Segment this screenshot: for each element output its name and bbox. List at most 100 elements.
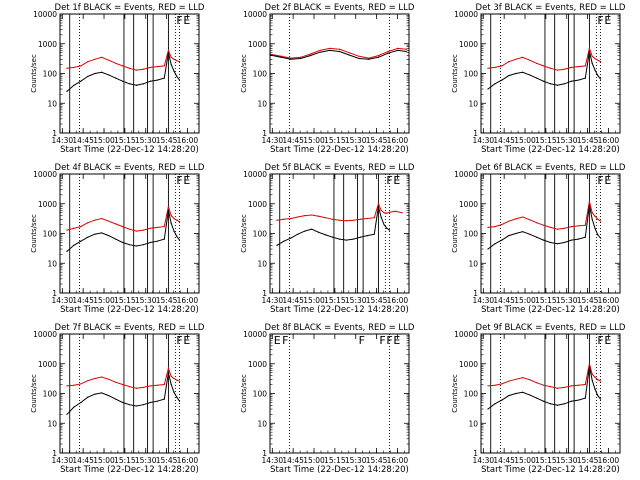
x-tick-label: 15:00 [93, 136, 115, 145]
x-tick-label: 14:45 [282, 296, 304, 305]
rate-data-point [599, 61, 602, 63]
rate-data-point [594, 388, 596, 390]
rate-data-point [135, 245, 138, 247]
y-tick-label: 1000 [38, 360, 57, 369]
rate-data-point [501, 399, 503, 401]
x-tick-label: 15:00 [303, 296, 325, 305]
rate-data-point [290, 237, 292, 239]
y-axis-label: Counts/sec [240, 374, 248, 413]
x-tick-label: 14:30 [52, 136, 74, 145]
rate-data-point [563, 403, 566, 405]
rate-data-point [536, 62, 538, 64]
rate-data-point [386, 227, 388, 229]
rate-data-point [304, 230, 306, 232]
rate-data-point [542, 384, 545, 386]
rate-data-point [536, 222, 538, 224]
rate-data-point [522, 216, 524, 218]
rate-data-point [549, 386, 552, 388]
y-tick-label: 100 [464, 230, 479, 239]
rate-data-point [556, 243, 559, 245]
x-tick-label: 16:00 [598, 136, 620, 145]
y-axis-label: Counts/sec [451, 54, 459, 93]
rate-data-point [487, 248, 489, 250]
rate-data-point [501, 65, 503, 67]
rate-data-point [588, 200, 591, 202]
rate-data-point [368, 57, 370, 59]
rate-data-point [319, 49, 321, 51]
rate-data-point [591, 212, 593, 214]
rate-data-point [101, 217, 103, 220]
rate-data-point [149, 227, 151, 229]
rate-data-point [549, 83, 552, 85]
rate-data-point [121, 80, 124, 82]
rate-data-point [594, 57, 596, 60]
rate-data-point [128, 386, 131, 388]
rate-data-point [318, 215, 320, 217]
rate-data-point [577, 399, 579, 401]
rate-data-point [170, 56, 172, 58]
rate-data-point [577, 384, 579, 386]
rate-data-point [529, 219, 531, 221]
rate-data-point [366, 234, 368, 237]
y-axis-label: Counts/sec [30, 374, 38, 413]
x-tick-label: 16:00 [387, 136, 409, 145]
rate-data-point [588, 204, 591, 206]
rate-data-point [128, 228, 131, 230]
rate-data-point [494, 226, 496, 228]
rate-data-point [156, 79, 158, 81]
rate-data-point [501, 79, 503, 81]
y-tick-label: 10000 [454, 10, 478, 19]
y-tick-label: 1000 [248, 200, 267, 209]
y-tick-label: 1 [473, 449, 478, 458]
y-tick-label: 10000 [243, 170, 267, 179]
x-tick-label: 15:45 [577, 136, 599, 145]
y-tick-label: 100 [464, 70, 479, 79]
x-tick-label: 15:30 [135, 456, 157, 465]
attenuator-flag: F [359, 334, 365, 347]
rate-data-point [594, 227, 596, 229]
attenuator-flag: E [183, 174, 190, 187]
x-tick-label: 15:00 [514, 296, 536, 305]
rate-data-point [570, 385, 572, 387]
rate-data-point [87, 380, 89, 382]
x-tick-label: 15:15 [535, 136, 557, 145]
rate-data-point [501, 383, 503, 385]
y-tick-label: 100 [43, 70, 58, 79]
rate-data-point [599, 398, 602, 400]
rate-data-point [297, 216, 299, 218]
rate-data-point [173, 217, 175, 220]
x-axis-label: Start Time (22-Dec-12 14:28:20) [270, 145, 409, 155]
rate-data-point [121, 383, 124, 386]
y-tick-label: 10 [257, 419, 267, 428]
event-rate-line [66, 52, 180, 92]
attenuator-flag: F [597, 334, 603, 347]
y-tick-label: 10000 [33, 170, 57, 179]
rate-data-point [149, 401, 151, 404]
rate-data-point [529, 379, 531, 381]
x-axis-label: Start Time (22-Dec-12 14:28:20) [481, 305, 620, 315]
rate-data-point [94, 72, 96, 75]
lld-rate-line [66, 366, 180, 389]
rate-data-point [383, 223, 385, 226]
rate-data-point [487, 408, 489, 410]
rate-data-point [377, 54, 380, 57]
rate-data-point [170, 375, 172, 377]
detector-panel: Det 1f BLACK = Events, RED = LLD 1 10 100 10… [30, 3, 205, 155]
rate-data-point [311, 228, 313, 230]
rate-data-point [383, 212, 385, 214]
x-tick-label: 16:00 [177, 296, 199, 305]
detector-panel: Det 8f BLACK = Events, RED = LLD 1 10 100 10… [240, 323, 415, 475]
rate-data-point [597, 74, 599, 77]
x-tick-label: 15:45 [366, 456, 388, 465]
rate-data-point [522, 391, 524, 393]
rate-data-point [588, 363, 591, 365]
rate-data-point [529, 233, 531, 235]
y-tick-label: 1000 [459, 360, 478, 369]
rate-data-point [556, 387, 559, 389]
rate-data-point [170, 222, 172, 224]
x-tick-label: 15:45 [577, 296, 599, 305]
rate-data-point [297, 233, 299, 235]
y-tick-label: 10000 [454, 170, 478, 179]
rate-data-point [536, 236, 538, 238]
rate-data-point [591, 373, 593, 375]
